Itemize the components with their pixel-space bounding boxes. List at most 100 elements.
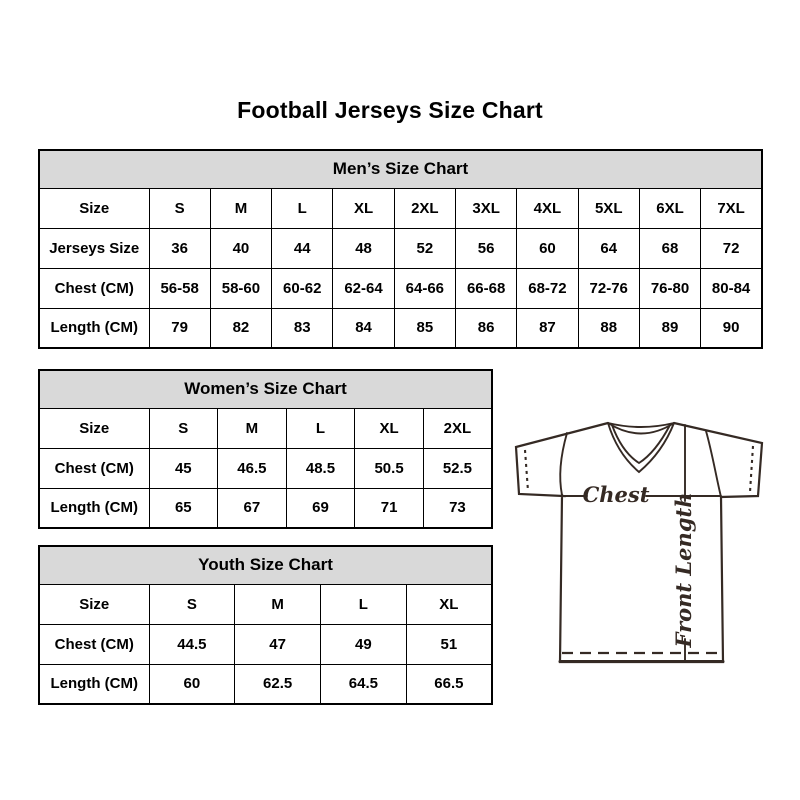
mens-value-cell: 40 xyxy=(209,227,273,269)
collar-band-arc xyxy=(607,422,675,435)
mens-value-cell: 64-66 xyxy=(393,267,456,309)
mens-value-cell: 68-72 xyxy=(516,267,579,309)
cuff-stitch-right xyxy=(748,445,755,493)
womens-value-cell: 65 xyxy=(148,487,219,529)
mens-row-2: Chest (CM) 56-58 58-60 60-62 62-64 64-66 66-68… xyxy=(38,267,763,309)
jersey-outline xyxy=(514,421,764,664)
womens-value-cell: 71 xyxy=(354,487,424,529)
youth-row-label: Length (CM) xyxy=(38,663,150,705)
youth-value-cell: 51 xyxy=(405,623,493,665)
mens-row-label: Chest (CM) xyxy=(38,267,150,309)
womens-row-0: Size S M L XL 2XL xyxy=(38,407,493,449)
youth-value-cell: 47 xyxy=(234,623,321,665)
womens-table-title: Women’s Size Chart xyxy=(38,369,493,409)
armhole-seam-right xyxy=(705,430,722,498)
youth-value-cell: 49 xyxy=(320,623,407,665)
mens-value-cell: XL xyxy=(332,187,395,229)
youth-row-2: Length (CM) 60 62.5 64.5 66.5 xyxy=(38,663,493,705)
womens-row-label: Chest (CM) xyxy=(38,447,150,489)
youth-value-cell: 60 xyxy=(148,663,236,705)
youth-value-cell: 62.5 xyxy=(234,663,321,705)
womens-value-cell: L xyxy=(285,407,356,449)
mens-value-cell: 66-68 xyxy=(454,267,518,309)
youth-row-0: Size S M L XL xyxy=(38,583,493,625)
mens-row-1: Jerseys Size 36 40 44 48 52 56 60 64 68 72 xyxy=(38,227,763,269)
youth-table-title: Youth Size Chart xyxy=(38,545,493,585)
mens-value-cell: L xyxy=(271,187,334,229)
mens-value-cell: 6XL xyxy=(638,187,702,229)
mens-value-cell: S xyxy=(148,187,211,229)
mens-table-title: Men’s Size Chart xyxy=(38,149,763,189)
page-title: Football Jerseys Size Chart xyxy=(237,97,543,123)
youth-size-table: Youth Size Chart Size S M L XL Chest (CM) 44.5 4… xyxy=(38,545,493,705)
womens-value-cell: M xyxy=(217,407,287,449)
mens-value-cell: 7XL xyxy=(700,187,763,229)
chest-label: Chest xyxy=(583,482,650,507)
mens-value-cell: 60 xyxy=(516,227,579,269)
mens-value-cell: 52 xyxy=(393,227,456,269)
mens-value-cell: 48 xyxy=(332,227,395,269)
youth-row-label: Size xyxy=(38,583,150,625)
womens-value-cell: 46.5 xyxy=(217,447,287,489)
youth-value-cell: M xyxy=(234,583,321,625)
womens-row-label: Size xyxy=(38,407,150,449)
youth-value-cell: 64.5 xyxy=(320,663,407,705)
mens-row-0: Size S M L XL 2XL 3XL 4XL 5XL 6XL 7XL xyxy=(38,187,763,229)
womens-value-cell: S xyxy=(148,407,219,449)
mens-row-label: Jerseys Size xyxy=(38,227,150,269)
youth-value-cell: 66.5 xyxy=(405,663,493,705)
mens-value-cell: 87 xyxy=(516,307,579,349)
youth-value-cell: S xyxy=(148,583,236,625)
front-length-label: Front Length xyxy=(671,493,696,649)
mens-value-cell: 3XL xyxy=(454,187,518,229)
mens-value-cell: 76-80 xyxy=(638,267,702,309)
mens-value-cell: 89 xyxy=(638,307,702,349)
womens-row-label: Length (CM) xyxy=(38,487,150,529)
womens-row-2: Length (CM) 65 67 69 71 73 xyxy=(38,487,493,529)
womens-value-cell: XL xyxy=(354,407,424,449)
youth-header-row: Youth Size Chart xyxy=(38,545,493,585)
mens-value-cell: 84 xyxy=(332,307,395,349)
mens-value-cell: 58-60 xyxy=(209,267,273,309)
youth-value-cell: XL xyxy=(405,583,493,625)
mens-row-label: Length (CM) xyxy=(38,307,150,349)
womens-value-cell: 69 xyxy=(285,487,356,529)
mens-value-cell: 72-76 xyxy=(577,267,640,309)
mens-row-3: Length (CM) 79 82 83 84 85 86 87 88 89 90 xyxy=(38,307,763,349)
womens-value-cell: 73 xyxy=(422,487,493,529)
womens-value-cell: 52.5 xyxy=(422,447,493,489)
youth-value-cell: L xyxy=(320,583,407,625)
womens-value-cell: 45 xyxy=(148,447,219,489)
mens-value-cell: 44 xyxy=(271,227,334,269)
womens-value-cell: 2XL xyxy=(422,407,493,449)
mens-value-cell: 90 xyxy=(700,307,763,349)
mens-value-cell: 88 xyxy=(577,307,640,349)
mens-value-cell: 2XL xyxy=(393,187,456,229)
mens-value-cell: 36 xyxy=(148,227,211,269)
mens-size-table: Men’s Size Chart Size S M L XL 2XL 3XL 4XL 5XL 6XL… xyxy=(38,149,763,349)
mens-value-cell: 83 xyxy=(271,307,334,349)
mens-value-cell: 64 xyxy=(577,227,640,269)
mens-value-cell: M xyxy=(209,187,273,229)
armhole-seam-left xyxy=(559,432,568,496)
mens-value-cell: 5XL xyxy=(577,187,640,229)
mens-value-cell: 62-64 xyxy=(332,267,395,309)
mens-value-cell: 82 xyxy=(209,307,273,349)
womens-value-cell: 67 xyxy=(217,487,287,529)
mens-value-cell: 80-84 xyxy=(700,267,763,309)
mens-value-cell: 60-62 xyxy=(271,267,334,309)
mens-value-cell: 79 xyxy=(148,307,211,349)
womens-value-cell: 50.5 xyxy=(354,447,424,489)
mens-value-cell: 85 xyxy=(393,307,456,349)
mens-value-cell: 4XL xyxy=(516,187,579,229)
collar-outer-v xyxy=(607,422,675,474)
womens-row-1: Chest (CM) 45 46.5 48.5 50.5 52.5 xyxy=(38,447,493,489)
youth-value-cell: 44.5 xyxy=(148,623,236,665)
mens-value-cell: 72 xyxy=(700,227,763,269)
womens-size-table: Women’s Size Chart Size S M L XL 2XL Chest (CM)… xyxy=(38,369,493,529)
youth-row-label: Chest (CM) xyxy=(38,623,150,665)
mens-value-cell: 56 xyxy=(454,227,518,269)
collar-back-edge-icon xyxy=(607,422,675,428)
mens-value-cell: 68 xyxy=(638,227,702,269)
